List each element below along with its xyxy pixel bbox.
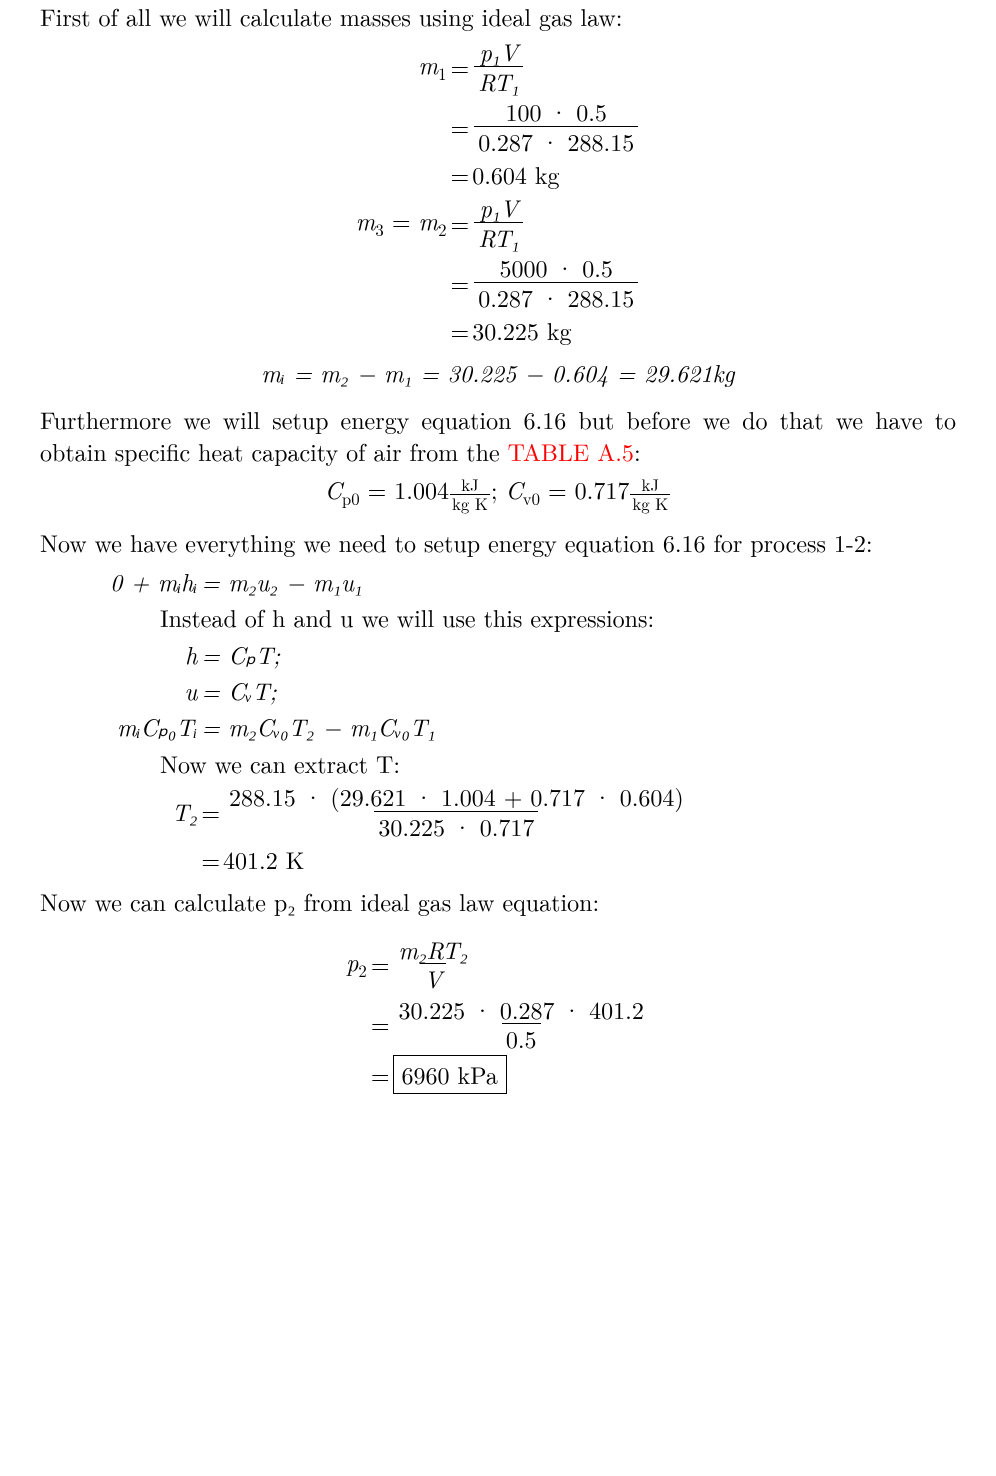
- mass-equations: m1 = p₁VRT₁ = 100 · 0.50.287 · 288.15 = …: [40, 38, 956, 346]
- energy-note2: Now we can extract T:: [110, 747, 690, 779]
- p2-paragraph: Now we can calculate p₂ from ideal gas l…: [40, 885, 956, 917]
- t2-value: = 401.2 K: [201, 843, 689, 875]
- energy-r1-rhs: = m₂u₂ − m₁u₁: [201, 565, 689, 597]
- m3-rhs-frac2: = 5000 · 0.50.287 · 288.15: [451, 254, 641, 310]
- m3-rhs-frac1: = p₁VRT₁: [451, 194, 641, 250]
- t2-rhs-frac: = 288.15 · (29.621 · 1.004 + 0.717 · 0.6…: [201, 783, 689, 839]
- mi-equation: mᵢ = m₂ − m₁ = 30.225 − 0.604 = 29.621kg: [40, 356, 956, 388]
- m1-value: = 0.604 kg: [451, 158, 641, 190]
- intro-paragraph: First of all we will calculate masses us…: [40, 0, 956, 32]
- energy-equations: 0 + mᵢhᵢ = m₂u₂ − m₁u₁ Instead of h and …: [40, 565, 956, 876]
- m1-rhs-frac1: = p₁VRT₁: [451, 38, 641, 94]
- p2-lhs: p2: [346, 945, 371, 981]
- p2-equations: p2 = m₂RT₂V = 30.225 · 0.287 · 401.20.5 …: [40, 936, 956, 1094]
- page-root: First of all we will calculate masses us…: [0, 0, 996, 1134]
- table-a5-link[interactable]: TABLE A.5: [508, 434, 634, 468]
- energy-note1: Instead of h and u we will use this expr…: [110, 601, 690, 633]
- intro-text: First of all we will calculate masses us…: [40, 0, 622, 33]
- p2-rhs-frac2: = 30.225 · 0.287 · 401.20.5: [371, 996, 650, 1052]
- heat-capacity-paragraph: Furthermore we will setup energy equatio…: [40, 403, 956, 468]
- m1-lhs: m1: [356, 48, 451, 84]
- p2-rhs-frac1: = m₂RT₂V: [371, 936, 650, 992]
- final-answer-box: 6960 kPa: [393, 1055, 507, 1093]
- m3-value: = 30.225 kg: [451, 314, 641, 346]
- energy-eq-paragraph: Now we have everything we need to setup …: [40, 526, 956, 558]
- t2-lhs: T₂: [110, 795, 201, 827]
- m3-lhs: m3 = m2: [356, 204, 451, 240]
- energy-r1-lhs: 0 + mᵢhᵢ: [110, 565, 201, 597]
- heat-capacity-values: Cp0 = 1.004kJkg K; Cv0 = 0.717kJkg K: [40, 473, 956, 512]
- p2-result: = 6960 kPa: [371, 1055, 650, 1093]
- m1-rhs-frac2: = 100 · 0.50.287 · 288.15: [451, 98, 641, 154]
